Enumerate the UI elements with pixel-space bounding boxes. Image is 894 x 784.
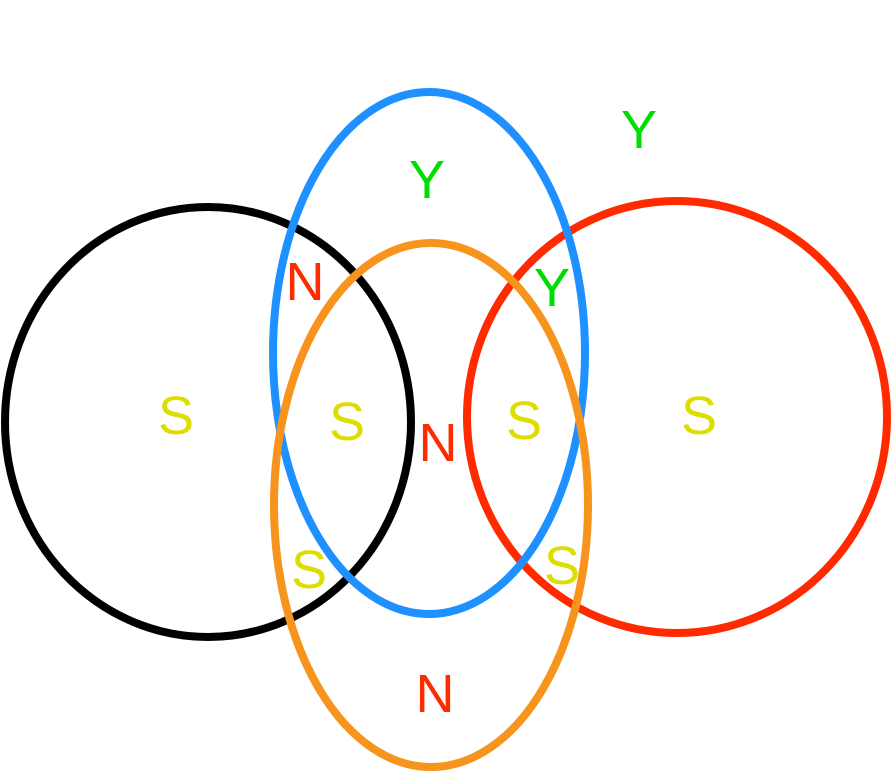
label-black-only: S — [158, 386, 194, 446]
label-center: N — [419, 413, 458, 473]
orange-ellipse — [270, 239, 592, 771]
label-blue-red-overlap: Y — [534, 258, 570, 318]
label-outside-top-right: Y — [621, 100, 657, 160]
label-blue-top: Y — [409, 150, 445, 210]
label-orange-red-overlap: S — [544, 536, 580, 596]
label-black-orange-overlap: S — [291, 540, 327, 600]
blue-ellipse — [269, 88, 589, 618]
label-black-blue-orange-overlap: S — [329, 392, 365, 452]
label-orange-bottom: N — [416, 664, 455, 724]
black-circle — [1, 203, 415, 641]
red-circle — [463, 197, 891, 637]
label-blue-orange-red-overlap: S — [506, 391, 542, 451]
label-black-blue-overlap: N — [286, 252, 325, 312]
label-red-only: S — [681, 386, 717, 446]
